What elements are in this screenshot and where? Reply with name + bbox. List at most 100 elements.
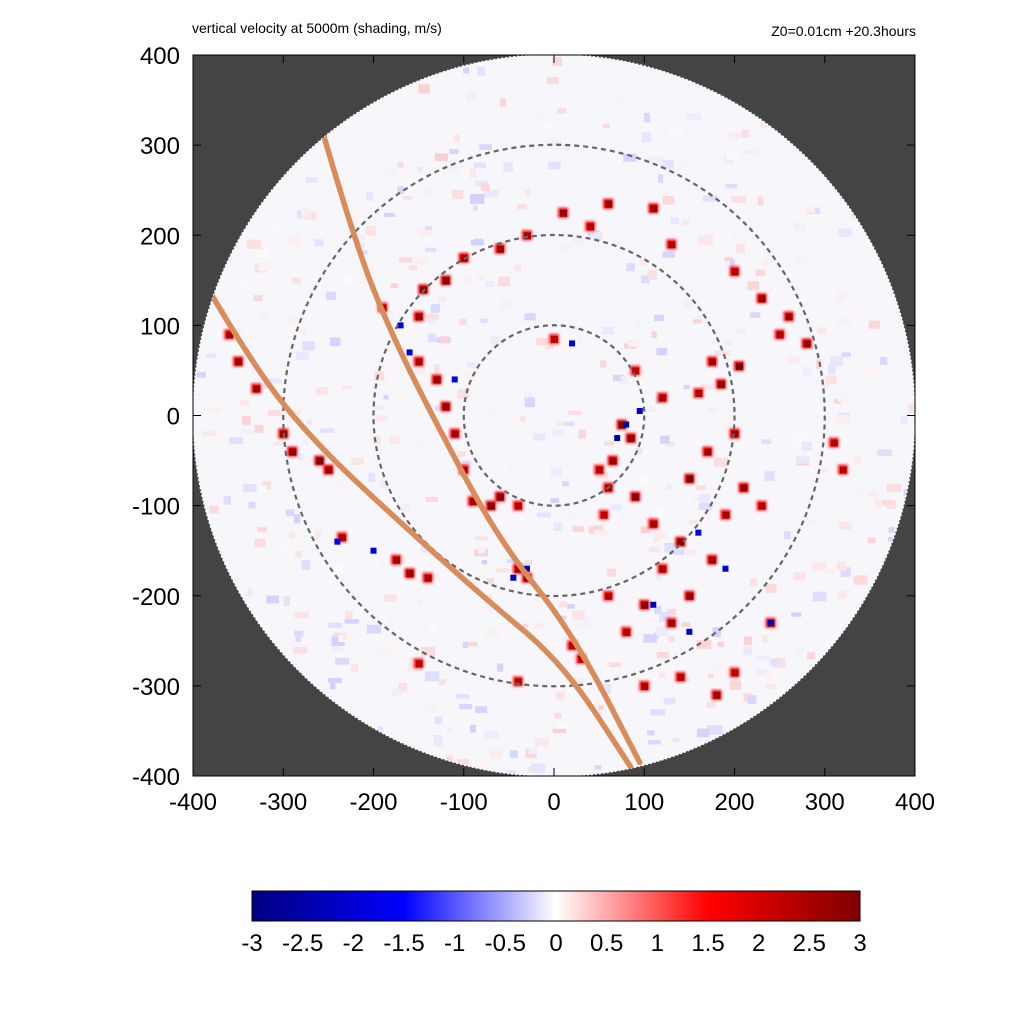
updraft-cell xyxy=(708,358,716,366)
field-patch xyxy=(736,328,746,335)
field-patch xyxy=(206,353,216,358)
field-patch xyxy=(417,229,431,236)
field-patch xyxy=(474,180,488,186)
field-patch xyxy=(651,509,666,518)
field-patch xyxy=(266,595,280,604)
field-patch xyxy=(724,257,733,262)
field-patch xyxy=(253,295,263,302)
field-patch xyxy=(418,84,430,94)
field-patch xyxy=(692,319,702,324)
field-patch xyxy=(565,421,575,426)
x-tick-label: 300 xyxy=(805,789,845,816)
field-patch xyxy=(612,374,625,382)
field-patch xyxy=(483,731,499,739)
field-patch xyxy=(572,526,584,533)
field-patch xyxy=(503,162,513,173)
field-patch xyxy=(479,144,492,150)
field-patch xyxy=(635,322,641,329)
field-patch xyxy=(571,237,584,246)
updraft-cell xyxy=(393,556,401,564)
field-patch xyxy=(440,160,453,168)
convective-cells xyxy=(224,198,848,700)
field-patch xyxy=(816,359,822,369)
field-patch xyxy=(865,365,878,376)
field-patch xyxy=(867,537,876,544)
downdraft-cell xyxy=(370,547,377,554)
field-patch xyxy=(615,600,627,605)
field-patch xyxy=(801,441,813,451)
field-patch xyxy=(376,325,390,331)
field-patch xyxy=(485,281,495,288)
updraft-cell xyxy=(618,421,626,429)
field-patch xyxy=(837,317,851,326)
field-patch xyxy=(535,338,548,346)
field-patch xyxy=(643,112,651,123)
field-patch xyxy=(714,350,730,356)
field-patch xyxy=(748,412,755,420)
field-patch xyxy=(463,710,470,715)
field-patch xyxy=(256,249,270,259)
updraft-cell xyxy=(650,520,658,528)
field-patch xyxy=(576,319,583,327)
field-patch xyxy=(453,134,460,143)
updraft-cell xyxy=(424,574,432,582)
field-patch xyxy=(320,428,335,433)
field-patch xyxy=(713,662,722,669)
field-patch xyxy=(647,730,655,736)
field-patch xyxy=(493,212,502,218)
field-patch xyxy=(351,457,364,465)
y-tick-label: -300 xyxy=(132,674,180,701)
updraft-cell xyxy=(578,655,586,663)
field-patch xyxy=(670,549,685,555)
x-tick-label: -100 xyxy=(440,789,488,816)
field-patch xyxy=(500,300,511,309)
field-patch xyxy=(389,435,401,445)
field-patch xyxy=(424,225,432,232)
updraft-cell xyxy=(641,601,649,609)
field-patch xyxy=(457,451,466,457)
field-patch xyxy=(524,313,536,321)
field-patch xyxy=(304,212,317,220)
field-patch xyxy=(254,424,264,434)
field-patch xyxy=(877,449,892,457)
field-patch xyxy=(698,494,711,502)
updraft-cell xyxy=(632,493,640,501)
downdraft-cell xyxy=(510,574,517,581)
field-patch xyxy=(807,652,816,660)
field-patch xyxy=(478,269,490,279)
updraft-cell xyxy=(776,331,784,339)
field-patch xyxy=(747,696,756,705)
field-patch xyxy=(325,291,336,300)
field-patch xyxy=(655,574,662,580)
updraft-cell xyxy=(677,538,685,546)
updraft-cell xyxy=(560,209,568,217)
field-patch xyxy=(638,477,649,487)
field-patch xyxy=(242,415,251,426)
updraft-cell xyxy=(731,268,739,276)
field-patch xyxy=(314,239,324,247)
downdraft-cell xyxy=(406,349,413,356)
field-patch xyxy=(615,99,625,106)
updraft-cell xyxy=(722,511,730,519)
updraft-cell xyxy=(496,245,504,253)
field-patch xyxy=(480,183,490,191)
field-patch xyxy=(477,545,485,554)
field-patch xyxy=(331,646,343,652)
field-patch xyxy=(644,406,657,413)
field-patch xyxy=(300,329,307,335)
field-patch xyxy=(300,208,310,218)
field-patch xyxy=(598,705,604,711)
field-patch xyxy=(557,108,567,114)
field-patch xyxy=(881,499,896,505)
field-patch xyxy=(481,560,488,569)
updraft-cell xyxy=(695,389,703,397)
field-patch xyxy=(853,575,868,585)
field-patch xyxy=(550,498,559,504)
updraft-cell xyxy=(496,493,504,501)
field-patch xyxy=(374,406,383,411)
field-patch xyxy=(841,352,852,358)
field-patch xyxy=(760,120,769,129)
field-patch xyxy=(698,235,713,246)
field-patch xyxy=(202,430,217,437)
field-patch xyxy=(431,657,438,665)
